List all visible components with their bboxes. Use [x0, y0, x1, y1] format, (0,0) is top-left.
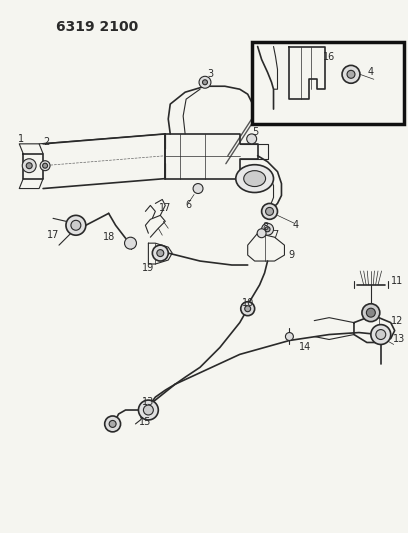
Circle shape [202, 80, 208, 85]
Text: 17: 17 [159, 204, 171, 213]
Circle shape [144, 405, 153, 415]
Circle shape [138, 400, 158, 420]
Circle shape [71, 220, 81, 230]
Circle shape [26, 163, 32, 168]
Text: 15: 15 [139, 417, 152, 427]
Circle shape [376, 329, 386, 340]
Ellipse shape [236, 165, 273, 192]
Text: 7: 7 [273, 230, 279, 240]
Circle shape [371, 325, 391, 344]
Text: 18: 18 [102, 232, 115, 242]
Circle shape [241, 302, 255, 316]
Text: 13: 13 [142, 397, 155, 407]
Text: 16: 16 [323, 52, 335, 62]
Text: 19: 19 [142, 263, 155, 273]
Circle shape [262, 204, 277, 219]
Circle shape [193, 183, 203, 193]
Text: 17: 17 [47, 230, 59, 240]
Circle shape [347, 70, 355, 78]
Circle shape [199, 76, 211, 88]
Circle shape [245, 306, 251, 312]
Circle shape [342, 66, 360, 83]
Text: 8: 8 [262, 222, 268, 232]
Circle shape [247, 134, 257, 144]
Circle shape [265, 227, 270, 232]
Circle shape [286, 333, 293, 341]
Circle shape [257, 229, 266, 238]
Circle shape [152, 245, 168, 261]
Text: 11: 11 [390, 276, 403, 286]
Circle shape [42, 163, 48, 168]
Text: 1: 1 [18, 134, 24, 144]
Text: 4: 4 [368, 67, 374, 77]
Text: 3: 3 [207, 69, 213, 79]
Circle shape [22, 159, 36, 173]
Ellipse shape [244, 171, 266, 187]
Circle shape [157, 249, 164, 256]
Circle shape [109, 421, 116, 427]
Circle shape [262, 223, 273, 235]
Circle shape [124, 237, 136, 249]
Text: 4: 4 [292, 220, 298, 230]
Text: 10: 10 [242, 298, 254, 308]
Text: 12: 12 [390, 316, 403, 326]
Text: 6: 6 [185, 200, 191, 211]
Text: 9: 9 [288, 250, 295, 260]
Text: 6319 2100: 6319 2100 [56, 20, 138, 34]
Text: 13: 13 [392, 334, 405, 343]
Text: 14: 14 [299, 342, 311, 352]
Circle shape [362, 304, 380, 321]
Circle shape [266, 207, 273, 215]
Text: 2: 2 [43, 137, 49, 147]
Circle shape [105, 416, 121, 432]
Bar [252, 42, 404, 124]
Text: 5: 5 [253, 127, 259, 137]
Circle shape [40, 161, 50, 171]
Circle shape [366, 308, 375, 317]
Circle shape [66, 215, 86, 235]
